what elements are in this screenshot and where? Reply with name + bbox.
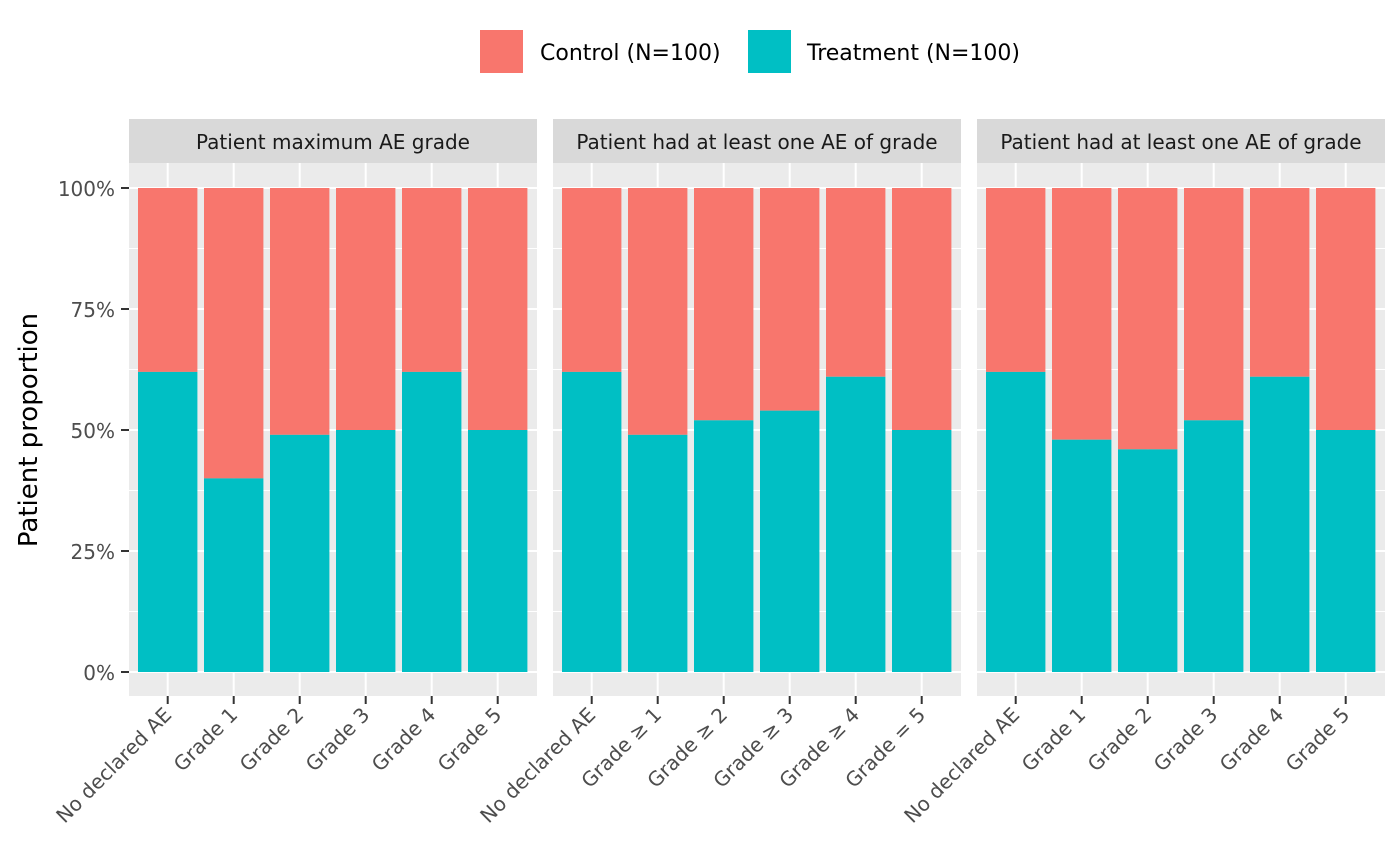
y-tick-label: 0% — [83, 661, 115, 685]
bar-control — [1184, 188, 1244, 421]
x-tick-label: Grade 3 — [1149, 703, 1223, 777]
bar-control — [892, 188, 952, 430]
panel-strip — [553, 119, 961, 163]
legend-key-treatment — [748, 30, 791, 73]
bar-treatment — [336, 430, 396, 672]
bar-treatment — [628, 434, 688, 672]
panel-title: Patient maximum AE grade — [196, 130, 470, 154]
bar-control — [468, 188, 528, 430]
x-tick-label: Grade 4 — [367, 703, 441, 777]
legend-key-control — [480, 30, 523, 73]
bar-treatment — [402, 371, 462, 672]
y-tick-label: 75% — [71, 298, 115, 322]
legend-label-control: Control (N=100) — [540, 41, 721, 66]
legend-label-treatment: Treatment (N=100) — [806, 41, 1020, 66]
y-tick-label: 50% — [71, 419, 115, 443]
bar-control — [204, 188, 264, 479]
bar-treatment — [1184, 420, 1244, 672]
bar-treatment — [270, 434, 330, 672]
x-tick-label: Grade 2 — [235, 703, 309, 777]
bar-control — [336, 188, 396, 430]
bar-control — [760, 188, 820, 411]
bar-treatment — [986, 371, 1046, 672]
bar-control — [1316, 188, 1376, 430]
bar-treatment — [1052, 439, 1112, 672]
bar-treatment — [204, 478, 264, 672]
x-tick-label: Grade 2 — [1083, 703, 1157, 777]
panel-strip — [977, 119, 1385, 163]
x-tick-label: Grade 1 — [1017, 703, 1091, 777]
x-tick-label: No declared AE — [51, 703, 176, 828]
y-tick-label: 25% — [71, 540, 115, 564]
bar-control — [402, 188, 462, 372]
panel-title: Patient had at least one AE of grade — [576, 130, 937, 154]
panel-strip — [129, 119, 537, 163]
bar-treatment — [1118, 449, 1178, 672]
bar-control — [628, 188, 688, 435]
bar-treatment — [1250, 376, 1310, 672]
panel-title: Patient had at least one AE of grade — [1000, 130, 1361, 154]
x-tick-label: Grade 1 — [169, 703, 243, 777]
bar-treatment — [468, 430, 528, 672]
bar-control — [1118, 188, 1178, 450]
bar-treatment — [562, 371, 622, 672]
bar-treatment — [760, 410, 820, 672]
y-axis: 0% 25% 50% 75% 100% — [58, 177, 129, 685]
x-tick-label: Grade 3 — [301, 703, 375, 777]
bar-treatment — [826, 376, 886, 672]
bar-control — [1052, 188, 1112, 440]
bar-control — [138, 188, 198, 372]
y-tick-label: 100% — [58, 177, 115, 201]
y-axis-title: Patient proportion — [14, 313, 44, 547]
bar-control — [826, 188, 886, 377]
x-tick-label: Grade 5 — [1281, 703, 1355, 777]
x-tick-label: Grade 5 — [433, 703, 507, 777]
bar-control — [270, 188, 330, 435]
bar-control — [562, 188, 622, 372]
bar-treatment — [138, 371, 198, 672]
bar-treatment — [892, 430, 952, 672]
bar-control — [1250, 188, 1310, 377]
bar-treatment — [694, 420, 754, 672]
x-tick-label: Grade 4 — [1215, 703, 1289, 777]
bar-control — [694, 188, 754, 421]
bar-treatment — [1316, 430, 1376, 672]
legend: Control (N=100) Treatment (N=100) — [480, 30, 1020, 73]
bar-control — [986, 188, 1046, 372]
